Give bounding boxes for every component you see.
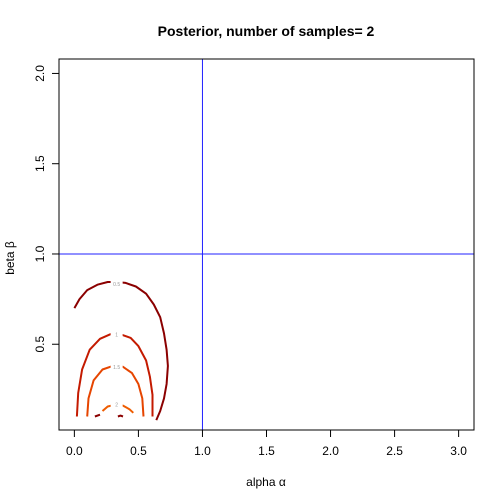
- x-tick-label: 1.5: [258, 444, 275, 458]
- contour-label-background: [110, 279, 123, 288]
- contour-label-background: [110, 362, 123, 371]
- contour-label: 0.5: [113, 282, 120, 288]
- x-axis: 0.0 0.5 1.0 1.5 2.0 2.5 3.0: [66, 429, 467, 458]
- y-tick-label: 1.5: [33, 155, 47, 172]
- contour-label: 2: [115, 403, 118, 409]
- y-tick-label: 1.0: [33, 245, 47, 262]
- plot-area-frame: [58, 58, 475, 431]
- y-axis-label: beta β: [3, 241, 17, 275]
- x-tick-label: 0.0: [66, 444, 83, 458]
- y-tick-label: 2.0: [33, 65, 47, 82]
- x-tick-label: 2.0: [322, 444, 339, 458]
- contour-lines: 0.5 1 1.5 2: [73, 279, 169, 421]
- x-tick-label: 3.0: [450, 444, 467, 458]
- contour-label: 1: [115, 332, 118, 338]
- reference-lines: [59, 59, 474, 430]
- x-tick-label: 0.5: [130, 444, 147, 458]
- contour-label-background: [110, 400, 123, 409]
- x-tick-label: 1.0: [194, 444, 211, 458]
- contour-label: 1.5: [113, 365, 120, 371]
- contour-line-0-5: [73, 281, 169, 421]
- contour-label-background: [110, 330, 123, 339]
- y-tick-label: 0.5: [33, 336, 47, 353]
- contour-line-1-5: [86, 364, 145, 417]
- chart-title: Posterior, number of samples= 2: [158, 23, 375, 39]
- x-axis-label: alpha α: [246, 475, 286, 489]
- y-axis: 0.5 1.0 1.5 2.0: [33, 65, 60, 353]
- contour-line-segment-4: [94, 413, 101, 418]
- x-tick-label: 2.5: [386, 444, 403, 458]
- contour-line-segment-5: [117, 414, 124, 418]
